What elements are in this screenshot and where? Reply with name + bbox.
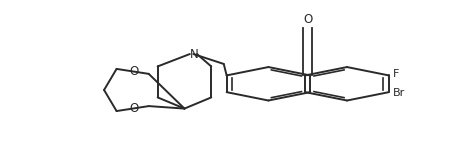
Text: O: O <box>130 102 139 115</box>
Text: O: O <box>130 65 139 78</box>
Text: Br: Br <box>393 88 405 98</box>
Text: F: F <box>393 69 399 79</box>
Text: O: O <box>303 13 313 25</box>
Text: N: N <box>190 47 199 61</box>
